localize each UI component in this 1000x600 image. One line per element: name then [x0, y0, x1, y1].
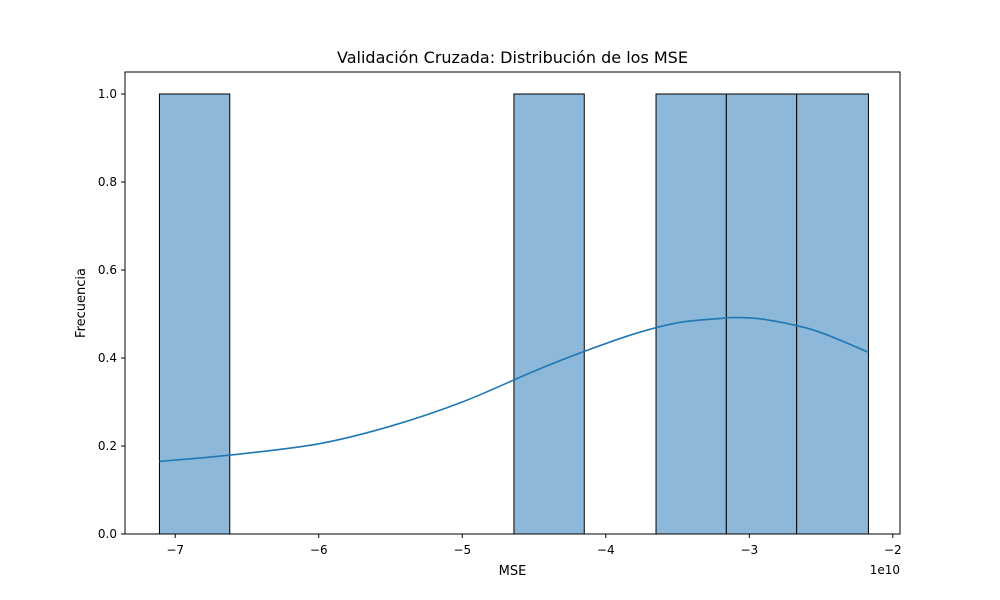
y-axis-ticks: 0.0 0.2 0.4 0.6 0.8 1.0: [98, 87, 125, 541]
x-axis-label: MSE: [499, 564, 527, 579]
chart-title: Validación Cruzada: Distribución de los …: [337, 48, 688, 67]
x-axis-ticks: −7 −6 −5 −4 −3 −2: [166, 534, 902, 557]
kde-layer: [159, 316, 869, 463]
y-tick-label: 0.6: [98, 263, 117, 277]
plot-area-frame: [124, 71, 901, 535]
y-tick-label: 0.2: [98, 439, 117, 453]
histogram-bar-1: [158, 93, 231, 535]
x-tick-label: −7: [166, 543, 184, 557]
x-tick-label: −6: [310, 543, 328, 557]
x-axis-offset-text: 1e10: [870, 563, 900, 577]
y-tick-label: 0.4: [98, 351, 117, 365]
y-tick-label: 1.0: [98, 87, 117, 101]
y-tick-label: 0.8: [98, 175, 117, 189]
y-tick-label: 0.0: [98, 527, 117, 541]
bars-layer: [158, 93, 869, 535]
x-tick-label: −2: [884, 543, 902, 557]
y-axis-label: Frecuencia: [74, 268, 89, 338]
histogram-bar-4: [725, 93, 798, 535]
histogram-bar-5: [796, 93, 869, 535]
histogram-bar-2: [513, 93, 585, 535]
x-tick-label: −5: [453, 543, 471, 557]
x-tick-label: −3: [740, 543, 758, 557]
histogram-bar-3: [655, 93, 727, 535]
kde-curve: [159, 316, 869, 463]
x-tick-label: −4: [597, 543, 615, 557]
